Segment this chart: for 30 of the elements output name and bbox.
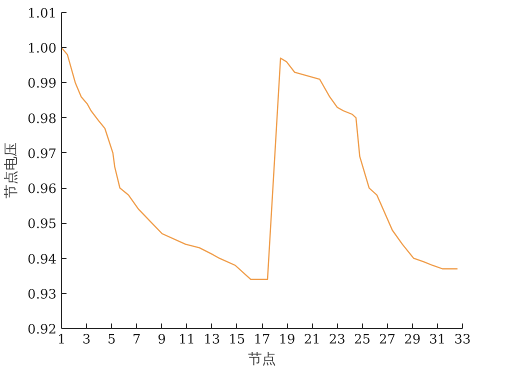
- y-tick-label: 0.96: [28, 182, 57, 198]
- y-axis-title: 节点电压: [4, 142, 20, 198]
- y-tick-label: 0.92: [28, 322, 57, 338]
- x-tick-label: 13: [204, 332, 220, 348]
- x-tick-label: 25: [354, 332, 371, 348]
- line-series: [62, 46, 458, 280]
- y-tick-label: 0.99: [28, 76, 57, 92]
- y-tick-label: 0.98: [28, 112, 57, 127]
- x-tick-label: 23: [328, 332, 346, 348]
- x-tick-label: 31: [429, 332, 446, 348]
- x-tick-label: 17: [254, 332, 270, 348]
- x-tick-label: 33: [454, 332, 471, 348]
- x-tick-label: 9: [158, 332, 166, 348]
- y-tick-label: 0.97: [28, 146, 57, 162]
- y-tick-label: 0.94: [28, 252, 57, 268]
- x-tick-label: 29: [404, 332, 421, 348]
- y-tick-label: 1.01: [28, 6, 57, 22]
- y-tick-label: 0.93: [28, 287, 57, 302]
- x-tick-label: 5: [107, 332, 116, 348]
- y-tick-label: 0.95: [28, 217, 57, 232]
- x-tick-label: 27: [379, 332, 396, 348]
- x-tick-label: 21: [304, 332, 320, 348]
- y-tick-label: 1.00: [28, 42, 57, 57]
- x-axis-title: 节点: [248, 352, 276, 368]
- x-tick-label: 15: [228, 332, 246, 348]
- x-tick-label: 7: [132, 332, 141, 348]
- x-tick-label: 19: [278, 332, 296, 348]
- x-tick-label: 3: [82, 332, 91, 348]
- x-tick-label: 1: [57, 332, 66, 348]
- x-tick-label: 11: [178, 332, 196, 348]
